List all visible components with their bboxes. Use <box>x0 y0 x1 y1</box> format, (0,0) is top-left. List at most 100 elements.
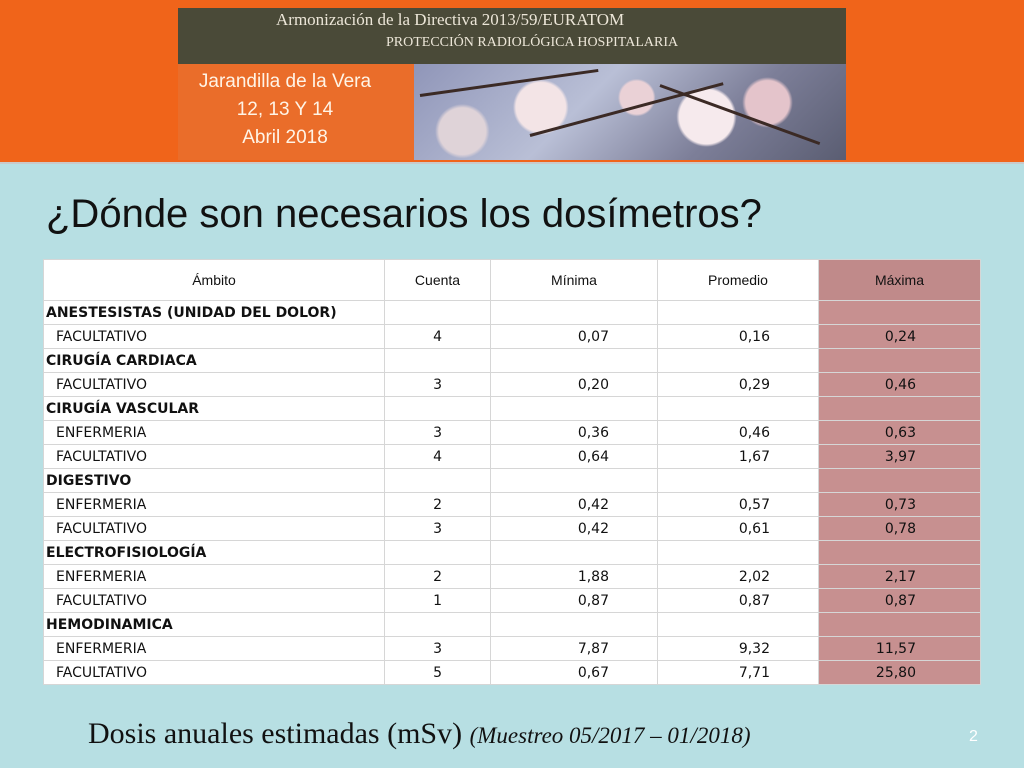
page-number: 2 <box>969 728 978 745</box>
table-group-row: ANESTESISTAS (UNIDAD DEL DOLOR) <box>43 300 981 325</box>
table-row: FACULTATIVO 1 0,87 0,87 0,87 <box>43 588 981 613</box>
cell-maxima <box>818 468 981 493</box>
cell-ambito: ANESTESISTAS (UNIDAD DEL DOLOR) <box>43 300 385 325</box>
header-promedio: Promedio <box>657 259 819 301</box>
table-group-row: DIGESTIVO <box>43 468 981 493</box>
cell-maxima: 0,46 <box>818 372 981 397</box>
cell-minima: 0,67 <box>490 660 658 685</box>
cell-cuenta: 2 <box>384 564 491 589</box>
cell-maxima: 11,57 <box>818 636 981 661</box>
cell-cuenta: 5 <box>384 660 491 685</box>
table-row: ENFERMERIA 3 0,36 0,46 0,63 <box>43 420 981 445</box>
cell-minima: 1,88 <box>490 564 658 589</box>
header-maxima: Máxima <box>818 259 981 301</box>
header-banner: Armonización de la Directiva 2013/59/EUR… <box>0 0 1024 164</box>
table-row: ENFERMERIA 2 0,42 0,57 0,73 <box>43 492 981 517</box>
banner-title: Armonización de la Directiva 2013/59/EUR… <box>276 10 625 29</box>
venue-place: Jarandilla de la Vera <box>198 71 372 92</box>
cell-minima: 0,42 <box>490 492 658 517</box>
cell-cuenta: 1 <box>384 588 491 613</box>
cell-minima <box>490 396 658 421</box>
cell-minima <box>490 612 658 637</box>
cell-promedio: 0,29 <box>657 372 819 397</box>
slide-title: ¿Dónde son necesarios los dosímetros? <box>46 192 762 236</box>
table-group-row: HEMODINAMICA <box>43 612 981 637</box>
venue-days: 12, 13 Y 14 <box>236 99 334 120</box>
cell-minima: 0,07 <box>490 324 658 349</box>
cell-minima: 0,20 <box>490 372 658 397</box>
dose-table: Ámbito Cuenta Mínima Promedio Máxima ANE… <box>43 259 981 685</box>
banner-venue-panel <box>178 64 414 160</box>
cell-minima <box>490 540 658 565</box>
almond-blossom-photo <box>410 64 846 160</box>
header-ambito: Ámbito <box>43 259 385 301</box>
cell-promedio <box>657 348 819 373</box>
cell-maxima <box>818 540 981 565</box>
header-cuenta: Cuenta <box>384 259 491 301</box>
cell-promedio: 7,71 <box>657 660 819 685</box>
cell-cuenta <box>384 396 491 421</box>
cell-ambito: ENFERMERIA <box>43 492 385 517</box>
cell-minima: 7,87 <box>490 636 658 661</box>
cell-maxima <box>818 396 981 421</box>
cell-ambito: ELECTROFISIOLOGÍA <box>43 540 385 565</box>
cell-maxima: 3,97 <box>818 444 981 469</box>
table-row: FACULTATIVO 3 0,42 0,61 0,78 <box>43 516 981 541</box>
table-body: ANESTESISTAS (UNIDAD DEL DOLOR) FACULTATI… <box>43 300 981 685</box>
cell-ambito: DIGESTIVO <box>43 468 385 493</box>
table-row: FACULTATIVO 4 0,07 0,16 0,24 <box>43 324 981 349</box>
cell-ambito: FACULTATIVO <box>43 588 385 613</box>
cell-ambito: FACULTATIVO <box>43 372 385 397</box>
table-row: ENFERMERIA 3 7,87 9,32 11,57 <box>43 636 981 661</box>
cell-promedio <box>657 396 819 421</box>
cell-cuenta <box>384 300 491 325</box>
cell-maxima <box>818 300 981 325</box>
cell-promedio: 0,87 <box>657 588 819 613</box>
cell-cuenta <box>384 468 491 493</box>
cell-maxima: 0,63 <box>818 420 981 445</box>
table-header-row: Ámbito Cuenta Mínima Promedio Máxima <box>43 259 981 301</box>
cell-minima: 0,42 <box>490 516 658 541</box>
venue-month: Abril 2018 <box>242 127 328 148</box>
cell-ambito: FACULTATIVO <box>43 444 385 469</box>
table-group-row: ELECTROFISIOLOGÍA <box>43 540 981 565</box>
cell-cuenta: 3 <box>384 420 491 445</box>
cell-minima <box>490 468 658 493</box>
cell-cuenta <box>384 612 491 637</box>
table-row: FACULTATIVO 5 0,67 7,71 25,80 <box>43 660 981 685</box>
table-group-row: CIRUGÍA VASCULAR <box>43 396 981 421</box>
cell-promedio <box>657 540 819 565</box>
cell-promedio: 2,02 <box>657 564 819 589</box>
cell-cuenta: 3 <box>384 516 491 541</box>
cell-maxima: 0,24 <box>818 324 981 349</box>
cell-ambito: ENFERMERIA <box>43 420 385 445</box>
footer-caption: Dosis anuales estimadas (mSv) (Muestreo … <box>88 717 750 751</box>
cell-cuenta: 3 <box>384 372 491 397</box>
cell-ambito: FACULTATIVO <box>43 324 385 349</box>
cell-maxima <box>818 612 981 637</box>
cell-cuenta: 2 <box>384 492 491 517</box>
footer-main-text: Dosis anuales estimadas (mSv) <box>88 717 470 750</box>
cell-minima <box>490 348 658 373</box>
cell-promedio: 0,46 <box>657 420 819 445</box>
cell-maxima: 0,78 <box>818 516 981 541</box>
cell-minima: 0,36 <box>490 420 658 445</box>
cell-minima <box>490 300 658 325</box>
dose-table-wrapper: Ámbito Cuenta Mínima Promedio Máxima ANE… <box>43 259 981 685</box>
table-group-row: CIRUGÍA CARDIACA <box>43 348 981 373</box>
cell-ambito: FACULTATIVO <box>43 516 385 541</box>
table-row: FACULTATIVO 4 0,64 1,67 3,97 <box>43 444 981 469</box>
cell-ambito: CIRUGÍA VASCULAR <box>43 396 385 421</box>
cell-ambito: ENFERMERIA <box>43 636 385 661</box>
cell-maxima: 2,17 <box>818 564 981 589</box>
cell-ambito: HEMODINAMICA <box>43 612 385 637</box>
cell-cuenta <box>384 540 491 565</box>
cell-maxima: 0,87 <box>818 588 981 613</box>
cell-ambito: CIRUGÍA CARDIACA <box>43 348 385 373</box>
header-minima: Mínima <box>490 259 658 301</box>
cell-ambito: FACULTATIVO <box>43 660 385 685</box>
cell-promedio <box>657 468 819 493</box>
cell-cuenta <box>384 348 491 373</box>
cell-promedio: 0,57 <box>657 492 819 517</box>
cell-minima: 0,64 <box>490 444 658 469</box>
